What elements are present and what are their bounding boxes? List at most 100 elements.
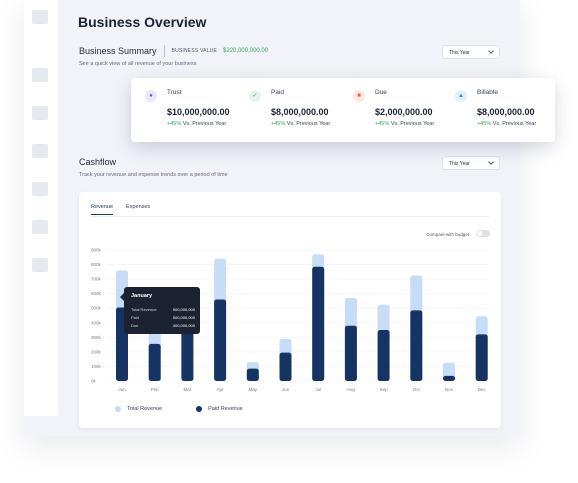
paid-icon: ✓ [249,90,261,102]
card-label: Trust [167,89,182,96]
cashflow-period-select[interactable]: This Year [442,156,500,170]
tab-revenue[interactable]: Revenue [91,204,114,215]
card-change: +45% Vs. Previous Year [167,121,226,127]
chart-legend: Total Revenue Paid Revenue [115,406,277,412]
chevron-down-icon [488,48,494,54]
tabs-divider [91,216,489,217]
bar-paid-revenue [214,299,227,381]
chevron-down-icon [488,159,494,165]
tooltip-row-due: Due 400,000,000 [131,323,195,328]
due-icon: ■ [353,90,365,102]
change-text: Vs. Previous Year [390,121,435,127]
y-tick-label: 200k [91,349,102,354]
bar-paid-revenue [410,310,423,381]
card-trust[interactable]: ● Trust $10,000,000.00 +45% Vs. Previous… [131,78,231,142]
x-tick-label: Jun [118,387,126,392]
legend-paid-revenue: Paid Revenue [208,406,243,412]
card-change: +45% Vs. Previous Year [375,121,434,127]
change-text: Vs. Previous Year [286,121,331,127]
x-tick-label: Jun [282,387,290,392]
business-summary-title: Business Summary [79,46,157,56]
card-due[interactable]: ■ Due $2,000,000.00 +45% Vs. Previous Ye… [339,78,439,142]
card-paid[interactable]: ✓ Paid $8,000,000.00 +45% Vs. Previous Y… [235,78,335,142]
y-tick-label: 700k [91,277,102,282]
tooltip-label: Due [131,323,139,328]
sidebar-item-icon[interactable] [32,220,48,234]
legend-total-revenue: Total Revenue [127,406,163,412]
tooltip-row-paid: Paid 500,000,000 [131,315,195,320]
card-change: +45% Vs. Previous Year [477,121,536,127]
summary-period-value: This Year [449,50,470,56]
change-percent: +45% [477,121,492,127]
summary-period-select[interactable]: This Year [442,45,500,59]
bar-paid-revenue [475,334,488,381]
sidebar-item-icon[interactable] [32,144,48,158]
cashflow-title: Cashflow [79,157,117,167]
x-tick-label: Mar [184,387,192,392]
cashflow-subtitle: Track your revenue and expense trends ov… [79,172,228,178]
compare-budget-toggle[interactable] [476,230,490,237]
business-summary-header: Business Summary BUSINESS VALUE $220,000… [79,45,268,57]
summary-cards: ● Trust $10,000,000.00 +45% Vs. Previous… [131,78,555,142]
card-value: $8,000,000.00 [271,107,329,117]
tooltip-value: 500,000,000 [172,315,195,320]
bar-paid-revenue [148,343,161,381]
cashflow-tabs: Revenue Expenses [91,204,163,215]
x-tick-label: Sep [380,387,389,392]
bar-paid-revenue [246,368,259,381]
tooltip-title: January [131,293,153,299]
change-percent: +45% [375,121,390,127]
change-text: Vs. Previous Year [492,121,537,127]
bar-paid-revenue [344,325,357,381]
card-label: Billable [477,89,498,96]
sidebar-item-icon[interactable] [32,68,48,82]
card-value: $2,000,000.00 [375,107,433,117]
divider [163,45,165,57]
y-tick-label: 900k [91,248,102,253]
y-tick-label: 100k [91,364,102,369]
x-tick-label: Feb [151,387,159,392]
card-label: Due [375,89,387,96]
business-value-label: BUSINESS VALUE [171,48,218,54]
y-tick-label: 800k [91,262,102,267]
legend-total-revenue-dot [115,406,121,412]
cashflow-period-value: This Year [449,161,470,167]
x-tick-label: Aug [347,387,356,392]
bar-paid-revenue [181,328,194,381]
y-tick-label: 300k [91,335,102,340]
cashflow-chart-panel: Revenue Expenses Compare with budget 0k 1… [79,192,501,428]
y-tick-label: 500k [91,306,102,311]
chart-tooltip: January Total Revenue 900,000,000 Paid 500… [120,287,200,334]
bar-paid-revenue [312,266,325,381]
tooltip-label: Total Revenue [131,307,157,312]
tooltip-row-total: Total Revenue 900,000,000 [131,307,195,312]
sidebar [24,0,58,416]
card-label: Paid [271,89,285,96]
x-tick-label: Jul [315,387,321,392]
trust-icon: ● [145,90,157,102]
page-title: Business Overview [78,14,207,30]
business-value: $220,000,000.00 [223,48,269,54]
y-tick-label: 400k [91,320,102,325]
bar-paid-revenue [279,352,292,381]
card-value: $8,000,000.00 [477,107,535,117]
tab-expenses[interactable]: Expenses [126,204,151,210]
bar-paid-revenue [443,375,455,381]
x-tick-label: Apr [217,387,225,392]
card-billable[interactable]: ▲ Billable $8,000,000.00 +45% Vs. Previo… [441,78,541,142]
legend-paid-revenue-dot [196,406,203,412]
y-tick-label: 600k [91,291,102,296]
tooltip-value: 900,000,000 [172,307,195,312]
card-value: $10,000,000.00 [167,107,230,117]
tooltip-label: Paid [131,315,140,320]
sidebar-logo-icon[interactable] [32,10,48,24]
bar-paid-revenue [377,330,390,381]
x-tick-label: May [249,387,258,392]
change-percent: +45% [167,121,182,127]
billable-icon: ▲ [455,90,467,102]
sidebar-item-icon[interactable] [32,182,48,196]
sidebar-item-icon[interactable] [32,106,48,120]
change-text: Vs. Previous Year [182,121,227,127]
sidebar-item-icon[interactable] [32,258,48,272]
